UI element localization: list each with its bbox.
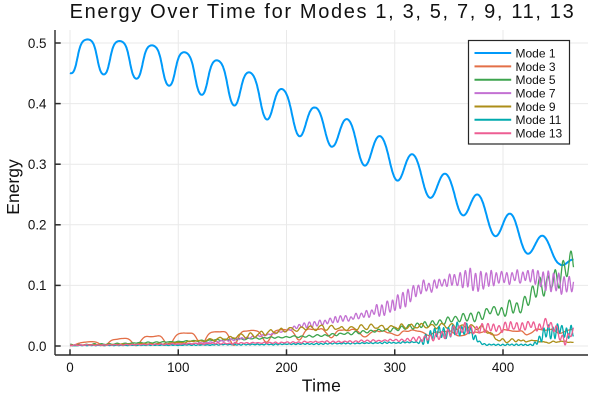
svg-text:200: 200 xyxy=(275,360,297,375)
svg-text:Mode 1: Mode 1 xyxy=(516,46,556,60)
svg-text:Mode 5: Mode 5 xyxy=(516,73,556,87)
svg-text:Energy: Energy xyxy=(3,159,23,215)
svg-text:Mode 11: Mode 11 xyxy=(516,113,562,127)
svg-text:0.2: 0.2 xyxy=(28,218,47,233)
svg-text:0.5: 0.5 xyxy=(28,36,47,51)
svg-text:0.1: 0.1 xyxy=(28,278,47,293)
svg-text:Mode 7: Mode 7 xyxy=(516,87,556,101)
svg-text:Mode 13: Mode 13 xyxy=(516,127,563,141)
svg-text:100: 100 xyxy=(167,360,189,375)
svg-text:0.0: 0.0 xyxy=(28,339,47,354)
svg-text:400: 400 xyxy=(492,360,514,375)
svg-text:0: 0 xyxy=(66,360,73,375)
svg-text:0.3: 0.3 xyxy=(28,157,47,172)
svg-text:0.4: 0.4 xyxy=(28,96,47,111)
svg-text:Energy Over Time for Modes 1,: Energy Over Time for Modes 1, 3, 5, 7, 9… xyxy=(70,1,576,23)
svg-text:Mode 9: Mode 9 xyxy=(516,100,556,114)
svg-text:Time: Time xyxy=(302,376,341,396)
svg-text:Mode 3: Mode 3 xyxy=(516,60,556,74)
svg-text:300: 300 xyxy=(384,360,406,375)
